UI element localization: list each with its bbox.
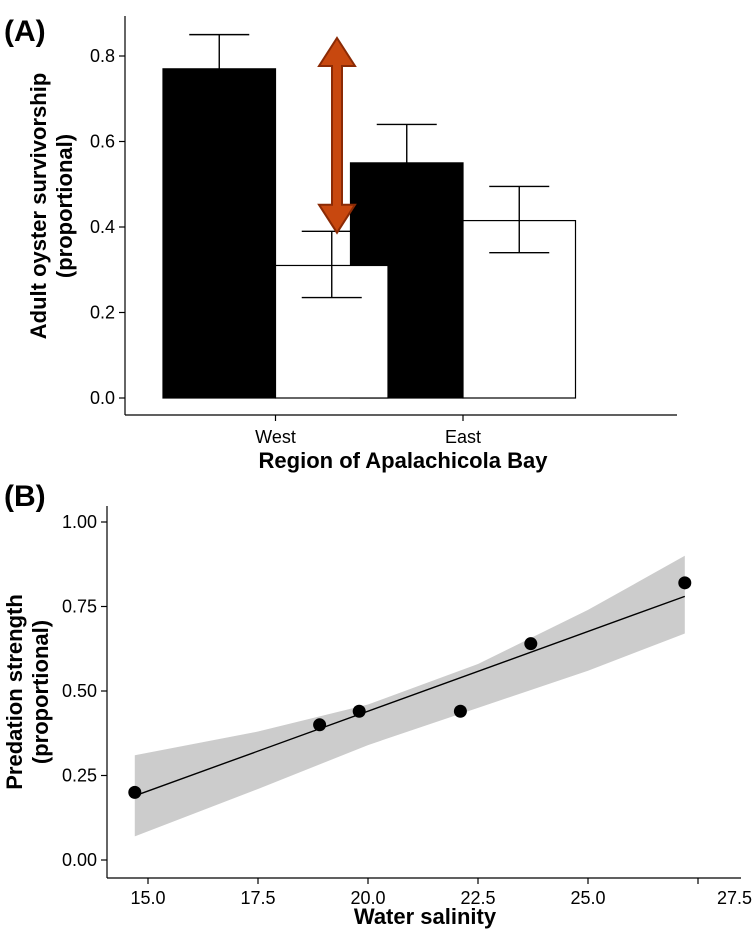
panel-b-x-tick-label: 20.0 (350, 888, 385, 908)
panel-a-bars (162, 68, 577, 399)
panel-a-y-tick-label: 0.4 (90, 217, 115, 237)
panel-a-y-ticks: 0.0 0.2 0.4 0.6 0.8 (90, 46, 125, 408)
panel-b-y-title-line2: (proportional) (28, 620, 53, 764)
panel-b: (B) 0.00 0.25 0.50 0.75 1.00 15.0 17.5 20.0 22.… (2, 480, 752, 929)
panel-b-y-axis-title: Predation strength (proportional) (2, 594, 53, 790)
panel-a-x-tick-label-east: East (445, 427, 481, 447)
data-point-1 (128, 785, 142, 799)
panel-b-fit-line (134, 595, 686, 797)
panel-b-points (128, 576, 692, 799)
panel-a-y-title-line2: (proportional) (52, 134, 77, 278)
panel-a-y-tick-label: 0.0 (90, 388, 115, 408)
panel-a-y-tick-label: 0.2 (90, 303, 115, 323)
panel-b-axes (106, 506, 741, 879)
panel-b-y-tick-label: 0.00 (62, 850, 97, 870)
data-point-3 (352, 704, 366, 718)
data-point-2 (313, 718, 327, 732)
data-point-6 (678, 576, 692, 590)
double-arrow-icon (317, 36, 357, 235)
panel-a-y-title-line1: Adult oyster survivorship (26, 73, 51, 340)
panel-b-x-tick-label: 15.0 (130, 888, 165, 908)
panel-b-y-ticks: 0.00 0.25 0.50 0.75 1.00 (62, 512, 107, 870)
panel-a-x-axis-title: Region of Apalachicola Bay (259, 448, 549, 473)
panel-b-y-tick-label: 0.75 (62, 597, 97, 617)
panel-a-x-ticks: West East (255, 415, 481, 447)
panel-a: (A) 0.0 0.2 0.4 0.6 0.8 West East Region of A… (4, 15, 677, 473)
panel-b-x-tick-label: 25.0 (570, 888, 605, 908)
panel-b-y-tick-label: 0.25 (62, 766, 97, 786)
panel-b-x-axis-title: Water salinity (354, 904, 497, 929)
panel-a-y-axis-title: Adult oyster survivorship (proportional) (26, 73, 77, 340)
panel-b-x-tick-label: 27.5 (717, 888, 752, 908)
panel-b-x-tick-label: 17.5 (240, 888, 275, 908)
bar-dark-west (162, 68, 277, 399)
panel-b-y-tick-label: 0.50 (62, 681, 97, 701)
panel-b-y-tick-label: 1.00 (62, 512, 97, 532)
data-point-4 (453, 704, 467, 718)
panel-b-y-title-line1: Predation strength (2, 594, 27, 790)
regression-line (134, 595, 686, 797)
panel-a-difference-arrow (317, 36, 357, 235)
panel-a-label: (A) (4, 15, 46, 48)
data-point-5 (524, 637, 538, 651)
panel-b-label: (B) (4, 480, 46, 513)
panel-a-error-bars (189, 33, 550, 299)
panel-a-x-tick-label-west: West (255, 427, 296, 447)
panel-b-x-tick-label: 22.5 (460, 888, 495, 908)
panel-a-y-tick-label: 0.6 (90, 132, 115, 152)
panel-b-x-ticks: 15.0 17.5 20.0 22.5 25.0 27.5 (130, 878, 752, 908)
panel-a-axes (124, 16, 677, 416)
panel-a-y-tick-label: 0.8 (90, 46, 115, 66)
